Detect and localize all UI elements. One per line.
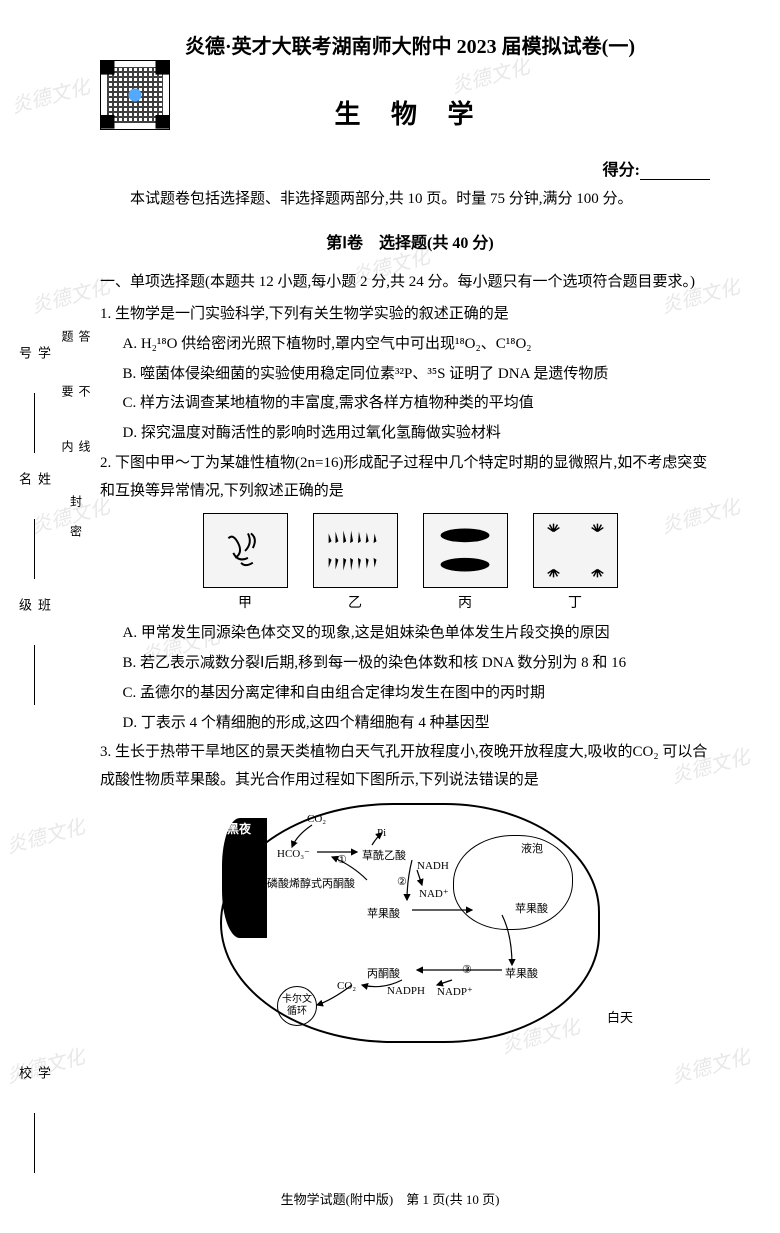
pi-label: Pi — [377, 827, 386, 839]
q2-opt-c: C. 孟德尔的基因分离定律和自由组合定律均发生在图中的丙时期 — [100, 680, 720, 708]
q1-opt-d: D. 探究温度对酶活性的影响时选用过氧化氢酶做实验材料 — [100, 420, 720, 448]
vacuole-label: 液泡 — [521, 840, 543, 856]
q2-stem: 2. 下图中甲～丁为某雄性植物(2n=16)形成配子过程中几个特定时期的显微照片… — [100, 450, 720, 506]
night-label: 黑夜 — [227, 820, 251, 837]
exam-header-title: 炎德·英才大联考湖南师大附中 2023 届模拟试卷(一) — [100, 30, 720, 59]
score-label: 得分: — [603, 162, 640, 179]
qr-code — [100, 60, 170, 130]
q2-fig-label-0: 甲 — [203, 592, 288, 612]
q1-opt-a: A. H₂¹⁸O 供给密闭光照下植物时,罩内空气中可出现¹⁸O₂、C¹⁸O₂ — [100, 331, 720, 359]
q2-fig-ding: 丁 — [533, 513, 618, 612]
q2-fig-bing: 丙 — [423, 513, 508, 612]
q2-figure-row: 甲 乙 丙 丁 — [100, 513, 720, 612]
nadph-label: NADPH — [387, 985, 425, 997]
q2-fig-label-3: 丁 — [533, 592, 618, 612]
malate-3-label: 苹果酸 — [505, 965, 538, 981]
co2-2-label: CO₂ — [337, 980, 356, 992]
nadh-label: NADH — [417, 860, 449, 872]
circ-1: ① — [337, 853, 347, 866]
oaa-label: 草酰乙酸 — [362, 847, 406, 863]
pyruvate-label: 丙酮酸 — [367, 965, 400, 981]
q2-fig-label-1: 乙 — [313, 592, 398, 612]
q2-opt-d: D. 丁表示 4 个精细胞的形成,这四个精细胞有 4 种基因型 — [100, 710, 720, 738]
hco3-label: HCO₃⁻ — [277, 847, 310, 860]
pep-label: 磷酸烯醇式丙酮酸 — [267, 875, 355, 891]
q1-opt-b: B. 噬菌体侵染细菌的实验使用稳定同位素³²P、³⁵S 证明了 DNA 是遗传物… — [100, 361, 720, 389]
q3-diagram: 黑夜 白天 CO₂ HCO₃⁻ Pi 草酰乙酸 NADH 磷酸烯醇式丙酮酸 NA… — [220, 803, 600, 1043]
calvin-label: 卡尔文循环 — [278, 994, 316, 1018]
exam-page: 炎德·英才大联考湖南师大附中 2023 届模拟试卷(一) 生 物 学 得分: 本… — [0, 0, 780, 1063]
nadp-label: NAD⁺ — [419, 887, 449, 900]
q1-stem: 1. 生物学是一门实验科学,下列有关生物学实验的叙述正确的是 — [100, 301, 720, 329]
circ-3: ③ — [462, 963, 472, 976]
co2-label: CO₂ — [307, 813, 326, 825]
nadpp-label: NADP⁺ — [437, 985, 473, 998]
malate-label: 苹果酸 — [367, 905, 400, 921]
part-1-header: 一、单项选择题(本题共 12 小题,每小题 2 分,共 24 分。每小题只有一个… — [100, 268, 720, 297]
section-1-title: 第Ⅰ卷 选择题(共 40 分) — [100, 229, 720, 253]
score-line: 得分: — [100, 156, 720, 180]
q3-stem: 3. 生长于热带干旱地区的景天类植物白天气孔开放程度小,夜晚开放程度大,吸收的C… — [100, 739, 720, 795]
q1-opt-c: C. 样方法调查某地植物的丰富度,需求各样方植物种类的平均值 — [100, 390, 720, 418]
q2-fig-yi: 乙 — [313, 513, 398, 612]
score-blank — [640, 179, 710, 180]
vacuole-shape — [453, 835, 573, 930]
circ-2: ② — [397, 875, 407, 888]
day-label: 白天 — [607, 1007, 633, 1026]
q2-opt-b: B. 若乙表示减数分裂Ⅰ后期,移到每一极的染色体数和核 DNA 数分别为 8 和… — [100, 650, 720, 678]
q2-fig-label-2: 丙 — [423, 592, 508, 612]
exam-intro: 本试题卷包括选择题、非选择题两部分,共 10 页。时量 75 分钟,满分 100… — [100, 185, 720, 214]
page-footer: 生物学试题(附中版) 第 1 页(共 10 页) — [0, 1189, 780, 1208]
subject-title: 生 物 学 — [100, 94, 720, 131]
q2-opt-a: A. 甲常发生同源染色体交叉的现象,这是姐妹染色单体发生片段交换的原因 — [100, 620, 720, 648]
malate-2-label: 苹果酸 — [515, 900, 548, 916]
chloroplast-shape: 卡尔文循环 — [277, 986, 317, 1026]
q2-fig-jia: 甲 — [203, 513, 288, 612]
